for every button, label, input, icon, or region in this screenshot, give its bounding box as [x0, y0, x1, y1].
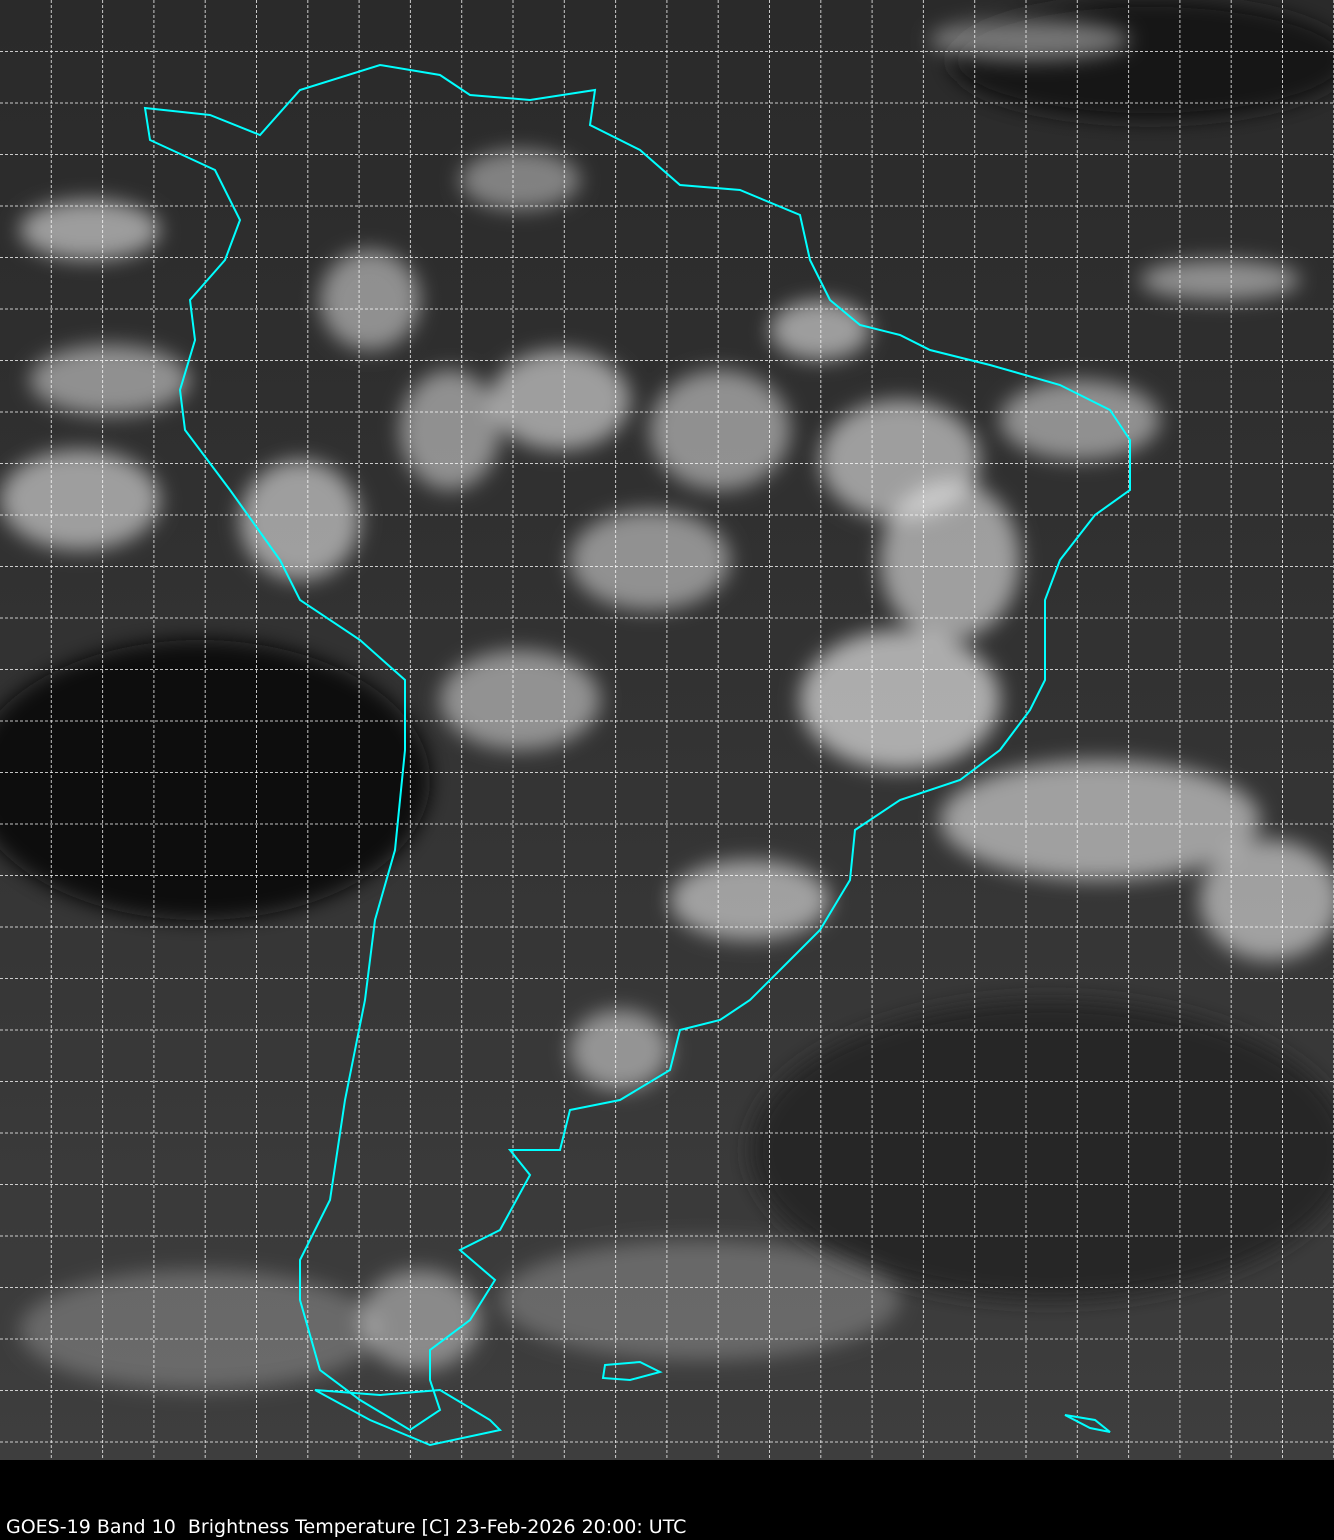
cloud	[930, 20, 1130, 60]
cloud	[670, 860, 830, 940]
cloud	[320, 250, 420, 350]
tierra-del-fuego	[314, 1388, 503, 1447]
cloud	[400, 370, 500, 490]
cloud	[500, 1240, 900, 1360]
cloud	[20, 200, 160, 260]
cloud	[1000, 380, 1160, 460]
cloud	[880, 480, 1020, 640]
cloud	[570, 510, 730, 610]
cloud	[1200, 840, 1334, 960]
coastline	[143, 63, 1131, 1447]
cloud	[460, 150, 580, 210]
satellite-map	[0, 0, 1334, 1460]
cloud	[490, 350, 630, 450]
lat-lon-grid	[0, 0, 1334, 1460]
cloud	[240, 460, 360, 580]
cloud	[770, 300, 870, 360]
south-georgia	[1064, 1414, 1111, 1433]
cloud	[800, 630, 1000, 770]
falkland-islands	[601, 1360, 663, 1382]
cloud	[650, 370, 790, 490]
cloud	[1140, 260, 1300, 300]
cloud	[20, 1270, 380, 1390]
image-caption: GOES-19 Band 10 Brightness Temperature […	[6, 1516, 687, 1538]
cloud	[360, 1270, 480, 1370]
cloud	[30, 345, 190, 415]
cloud	[440, 650, 600, 750]
cloud	[0, 450, 160, 550]
cloud	[940, 760, 1260, 880]
south-america-outline	[143, 63, 1131, 1432]
